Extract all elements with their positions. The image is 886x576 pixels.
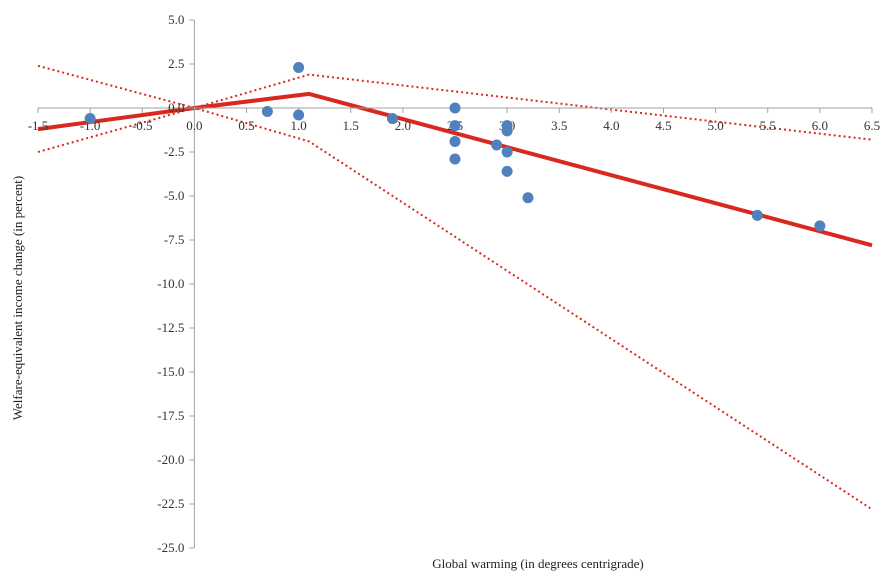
x-axis-title: Global warming (in degrees centrigrade) xyxy=(432,556,644,571)
x-tick-label: 6.0 xyxy=(812,118,828,133)
y-tick-label: 2.5 xyxy=(168,56,184,71)
x-tick-label: 1.0 xyxy=(291,118,307,133)
x-tick-label: 4.5 xyxy=(655,118,671,133)
x-tick-label: -0.5 xyxy=(132,118,153,133)
y-tick-label: -7.5 xyxy=(164,232,185,247)
data-point xyxy=(491,139,503,151)
y-tick-label: 5.0 xyxy=(168,12,184,27)
data-point xyxy=(293,109,305,121)
x-tick-label: 5.5 xyxy=(760,118,776,133)
data-point xyxy=(386,113,398,125)
x-tick-label: 0.0 xyxy=(186,118,202,133)
y-tick-label: -5.0 xyxy=(164,188,185,203)
x-tick-label: -1.0 xyxy=(80,118,101,133)
x-tick-label: 4.0 xyxy=(603,118,619,133)
y-tick-label: -2.5 xyxy=(164,144,185,159)
data-point xyxy=(449,120,461,132)
data-point xyxy=(522,192,534,204)
x-tick-label: 1.5 xyxy=(343,118,359,133)
y-tick-label: -17.5 xyxy=(157,408,184,423)
data-points xyxy=(84,62,826,232)
y-tick-label: -25.0 xyxy=(157,540,184,555)
confidence-bands xyxy=(37,64,873,511)
x-tick-label: 0.5 xyxy=(238,118,254,133)
data-point xyxy=(449,102,461,114)
y-tick-label: -10.0 xyxy=(157,276,184,291)
y-tick-label: -15.0 xyxy=(157,364,184,379)
x-tick-label: 2.0 xyxy=(395,118,411,133)
y-tick-label: -12.5 xyxy=(157,320,184,335)
data-point xyxy=(814,220,826,232)
data-point xyxy=(501,125,513,137)
y-tick-label: -22.5 xyxy=(157,496,184,511)
data-point xyxy=(261,106,273,118)
y-tick-labels: 5.0 2.5 0.0 -2.5 -5.0 -7.5 -10.0 -12.5 -15.0 -17.… xyxy=(157,12,184,555)
y-tick-label: -20.0 xyxy=(157,452,184,467)
y-axis-title: Welfare-equivalent income change (in per… xyxy=(10,176,25,420)
confidence-band-2 xyxy=(37,64,873,511)
data-point xyxy=(293,62,305,74)
y-tick-label: 0.0 xyxy=(168,100,184,115)
x-tick-label: 5.0 xyxy=(708,118,724,133)
data-point xyxy=(501,165,513,177)
fit-line xyxy=(37,91,873,248)
x-tick-label: 3.5 xyxy=(551,118,567,133)
fit-line-layer xyxy=(37,91,873,248)
data-point xyxy=(751,209,763,221)
data-point xyxy=(449,135,461,147)
x-tick-label: 6.5 xyxy=(864,118,880,133)
confidence-band-1 xyxy=(37,73,873,153)
data-point xyxy=(84,113,96,125)
data-point xyxy=(501,146,513,158)
x-tick-label: -1.5 xyxy=(28,118,49,133)
data-point xyxy=(449,153,461,165)
